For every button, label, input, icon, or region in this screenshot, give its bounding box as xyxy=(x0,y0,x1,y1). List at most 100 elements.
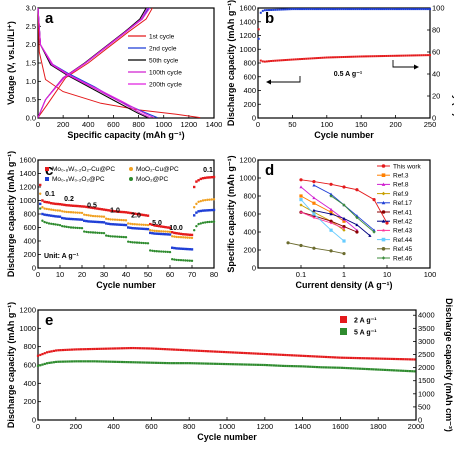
y2-tick-label: 2000 xyxy=(418,363,435,372)
efficiency-point xyxy=(272,8,275,11)
data-point xyxy=(231,363,235,366)
data-point xyxy=(342,203,346,207)
data-point xyxy=(67,204,70,207)
efficiency-point xyxy=(346,8,349,11)
data-point xyxy=(177,362,180,365)
legend-marker xyxy=(381,256,386,260)
capacity-point xyxy=(381,55,384,58)
capacity-point xyxy=(268,60,271,63)
data-point xyxy=(64,360,67,363)
data-point xyxy=(411,370,414,373)
data-point xyxy=(107,217,110,221)
data-point xyxy=(50,202,53,205)
data-point xyxy=(68,360,71,363)
data-point xyxy=(104,347,108,350)
data-point xyxy=(100,215,104,218)
capacity-point xyxy=(305,57,308,60)
efficiency-point xyxy=(331,8,334,11)
data-point xyxy=(363,367,366,371)
capacity-point xyxy=(362,55,365,58)
y-tick-label: 800 xyxy=(23,210,36,219)
data-point xyxy=(338,356,341,359)
data-point xyxy=(208,198,211,201)
data-point xyxy=(227,363,230,366)
data-point xyxy=(78,211,82,214)
data-point xyxy=(74,218,77,221)
y2-tick-label: 1500 xyxy=(418,376,435,385)
data-point xyxy=(43,200,46,204)
x-tick-label: 150 xyxy=(355,120,368,129)
data-point xyxy=(89,347,92,351)
data-point xyxy=(365,367,368,371)
legend-label: Ref.44 xyxy=(393,237,413,244)
data-point xyxy=(89,360,92,363)
data-point xyxy=(76,204,79,208)
legend-marker xyxy=(381,201,386,205)
data-point xyxy=(354,356,357,360)
data-point xyxy=(184,259,187,262)
data-point xyxy=(399,369,402,372)
capacity-point xyxy=(301,57,304,60)
data-point xyxy=(343,356,346,359)
data-point xyxy=(385,221,389,225)
efficiency-point xyxy=(389,8,392,11)
x-tick-label: 1000 xyxy=(219,422,236,431)
data-point xyxy=(188,349,192,352)
data-point xyxy=(207,350,210,353)
x-tick-label: 0 xyxy=(36,422,40,431)
capacity-point xyxy=(418,54,421,57)
data-point xyxy=(83,230,86,233)
data-point xyxy=(69,204,73,207)
x-tick-label: 50 xyxy=(144,270,152,279)
data-point xyxy=(279,364,282,367)
data-point xyxy=(65,225,68,229)
data-point xyxy=(120,223,123,226)
data-point xyxy=(263,363,266,367)
data-point xyxy=(372,357,375,360)
data-point xyxy=(122,219,126,222)
data-point xyxy=(179,362,182,365)
capacity-point xyxy=(342,56,345,59)
panel-e: 0 200 400 600 800 1000 1200 1400 1600 1800 2000020… xyxy=(6,298,454,442)
capacity-point xyxy=(338,56,341,59)
data-point xyxy=(144,241,147,245)
data-point xyxy=(136,361,139,364)
y-tick-label: 800 xyxy=(23,342,36,351)
efficiency-point xyxy=(356,8,359,11)
data-point xyxy=(131,212,134,215)
y-tick-label: 1000 xyxy=(239,174,256,183)
data-point xyxy=(82,348,85,351)
efficiency-point xyxy=(336,8,339,11)
data-point xyxy=(58,209,62,212)
capacity-point xyxy=(336,56,339,59)
data-point xyxy=(95,360,99,363)
series-2 xyxy=(39,202,216,251)
legend-label: Ref.3 xyxy=(393,173,409,180)
data-point xyxy=(379,368,382,371)
data-point xyxy=(171,231,174,234)
data-point xyxy=(45,200,48,204)
x-tick-label: 0 xyxy=(36,270,40,279)
data-point xyxy=(182,259,185,262)
efficiency-point xyxy=(329,8,332,11)
data-point xyxy=(109,347,112,350)
data-point xyxy=(78,205,81,208)
data-point xyxy=(355,188,359,192)
data-point xyxy=(171,246,174,249)
capacity-point xyxy=(274,59,277,62)
data-point xyxy=(124,211,128,214)
legend-label: 1st cycle xyxy=(149,34,175,41)
data-point xyxy=(236,363,239,366)
data-point xyxy=(295,365,298,368)
data-point xyxy=(259,352,262,355)
data-point xyxy=(98,231,101,235)
data-point xyxy=(299,178,303,182)
data-point xyxy=(206,176,209,179)
data-point xyxy=(279,353,282,356)
efficiency-point xyxy=(422,8,425,11)
data-point xyxy=(69,226,73,229)
y-tick-label: 400 xyxy=(243,86,256,95)
data-point xyxy=(186,233,189,236)
efficiency-point xyxy=(429,8,431,11)
data-point xyxy=(161,361,164,365)
